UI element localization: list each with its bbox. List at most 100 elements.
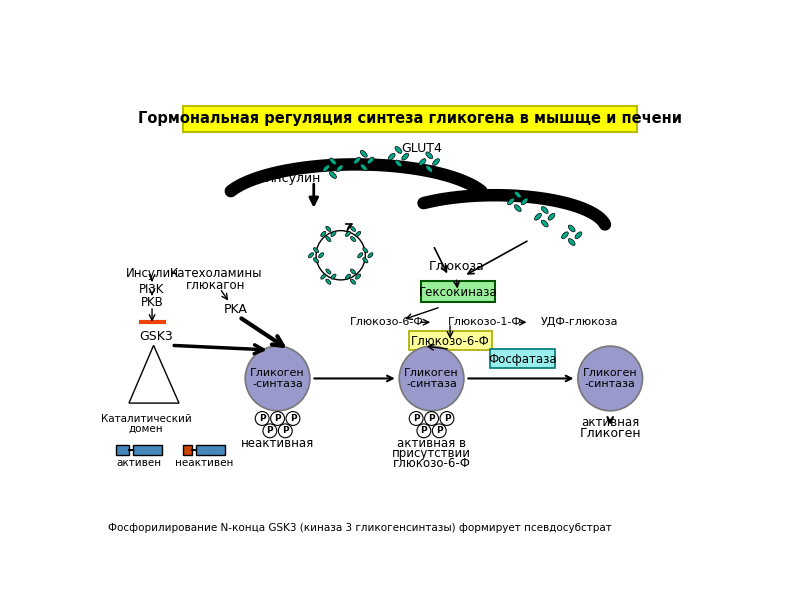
Ellipse shape bbox=[395, 146, 402, 154]
Ellipse shape bbox=[358, 253, 363, 258]
Text: GSK3: GSK3 bbox=[139, 329, 173, 343]
Circle shape bbox=[270, 412, 285, 425]
Ellipse shape bbox=[514, 205, 522, 212]
Text: PKB: PKB bbox=[141, 296, 163, 310]
Ellipse shape bbox=[426, 152, 433, 159]
Ellipse shape bbox=[350, 236, 355, 242]
Text: PI3K: PI3K bbox=[139, 283, 165, 296]
Ellipse shape bbox=[350, 226, 355, 232]
Ellipse shape bbox=[575, 232, 582, 239]
Ellipse shape bbox=[321, 274, 326, 279]
Ellipse shape bbox=[362, 258, 368, 263]
Ellipse shape bbox=[331, 274, 336, 279]
Text: Катехоламины: Катехоламины bbox=[170, 267, 262, 280]
Ellipse shape bbox=[388, 153, 395, 160]
Ellipse shape bbox=[542, 220, 548, 227]
Ellipse shape bbox=[336, 165, 343, 172]
Text: Гексокиназа: Гексокиназа bbox=[418, 286, 497, 299]
Text: Каталитический: Каталитический bbox=[101, 413, 191, 424]
Text: P: P bbox=[413, 414, 419, 423]
Text: неактивен: неактивен bbox=[175, 458, 234, 468]
Text: активен: активен bbox=[116, 458, 162, 468]
Text: P: P bbox=[436, 427, 442, 436]
Circle shape bbox=[246, 346, 310, 411]
Ellipse shape bbox=[326, 236, 331, 242]
Ellipse shape bbox=[534, 214, 542, 220]
Text: P: P bbox=[259, 414, 266, 423]
Ellipse shape bbox=[346, 274, 350, 279]
Text: присутствии: присутствии bbox=[392, 446, 471, 460]
Text: Гликоген: Гликоген bbox=[583, 368, 638, 378]
Text: Глюкозо-6-Ф: Глюкозо-6-Ф bbox=[350, 317, 424, 327]
Ellipse shape bbox=[355, 232, 361, 236]
Ellipse shape bbox=[321, 232, 326, 236]
FancyBboxPatch shape bbox=[116, 445, 129, 455]
Text: PKA: PKA bbox=[223, 302, 247, 316]
FancyBboxPatch shape bbox=[183, 445, 192, 455]
Ellipse shape bbox=[508, 198, 514, 205]
Ellipse shape bbox=[331, 232, 336, 236]
Ellipse shape bbox=[314, 258, 318, 263]
Ellipse shape bbox=[318, 253, 324, 258]
Text: Фосфорилирование N-конца GSK3 (киназа 3 гликогенсинтазы) формирует псевдосубстра: Фосфорилирование N-конца GSK3 (киназа 3 … bbox=[108, 523, 612, 533]
Text: Глюкоза: Глюкоза bbox=[428, 260, 484, 272]
Ellipse shape bbox=[350, 269, 355, 274]
FancyBboxPatch shape bbox=[133, 445, 162, 455]
Text: Гормональная регуляция синтеза гликогена в мышще и печени: Гормональная регуляция синтеза гликогена… bbox=[138, 112, 682, 127]
Text: P: P bbox=[274, 414, 281, 423]
Text: Гликоген: Гликоген bbox=[579, 427, 641, 440]
Ellipse shape bbox=[360, 164, 367, 171]
Text: P: P bbox=[421, 427, 427, 436]
Ellipse shape bbox=[362, 248, 368, 253]
FancyBboxPatch shape bbox=[490, 349, 554, 368]
Text: УДФ-глюкоза: УДФ-глюкоза bbox=[541, 317, 618, 327]
Ellipse shape bbox=[521, 198, 528, 205]
Text: Инсулин: Инсулин bbox=[126, 267, 178, 280]
Ellipse shape bbox=[326, 279, 331, 284]
Ellipse shape bbox=[402, 153, 409, 160]
Polygon shape bbox=[129, 346, 179, 403]
Text: -синтаза: -синтаза bbox=[406, 379, 457, 389]
Ellipse shape bbox=[330, 158, 337, 165]
Ellipse shape bbox=[368, 253, 373, 258]
Text: P: P bbox=[444, 414, 450, 423]
Circle shape bbox=[440, 412, 454, 425]
Ellipse shape bbox=[326, 269, 331, 274]
Text: Глюкозо-6-Ф: Глюкозо-6-Ф bbox=[410, 335, 490, 348]
Text: активная в: активная в bbox=[397, 437, 466, 449]
Text: неактивная: неактивная bbox=[241, 437, 314, 449]
Text: глюкозо-6-Ф: глюкозо-6-Ф bbox=[393, 457, 470, 470]
Ellipse shape bbox=[568, 239, 575, 245]
Text: Фосфатаза: Фосфатаза bbox=[488, 353, 557, 366]
Text: Инсулин: Инсулин bbox=[265, 172, 321, 185]
Ellipse shape bbox=[562, 232, 568, 239]
Circle shape bbox=[578, 346, 642, 411]
Text: Глюкозо-1-Ф: Глюкозо-1-Ф bbox=[448, 317, 522, 327]
Circle shape bbox=[255, 412, 269, 425]
Circle shape bbox=[425, 412, 438, 425]
Text: глюкагон: глюкагон bbox=[186, 279, 246, 292]
Ellipse shape bbox=[323, 165, 330, 172]
Circle shape bbox=[399, 346, 464, 411]
Text: P: P bbox=[428, 414, 435, 423]
Ellipse shape bbox=[395, 160, 402, 167]
Ellipse shape bbox=[346, 232, 350, 236]
Ellipse shape bbox=[514, 191, 522, 198]
Ellipse shape bbox=[419, 158, 426, 166]
Circle shape bbox=[432, 424, 446, 438]
Ellipse shape bbox=[568, 225, 575, 232]
Text: Гликоген: Гликоген bbox=[404, 368, 459, 378]
Ellipse shape bbox=[330, 172, 337, 178]
Ellipse shape bbox=[360, 151, 367, 157]
Circle shape bbox=[278, 424, 292, 438]
Text: -синтаза: -синтаза bbox=[252, 379, 303, 389]
FancyBboxPatch shape bbox=[421, 281, 495, 302]
Ellipse shape bbox=[314, 248, 318, 253]
Circle shape bbox=[263, 424, 277, 438]
Circle shape bbox=[286, 412, 300, 425]
Text: домен: домен bbox=[129, 424, 163, 434]
Ellipse shape bbox=[326, 226, 331, 232]
FancyBboxPatch shape bbox=[196, 445, 226, 455]
Ellipse shape bbox=[350, 279, 355, 284]
Ellipse shape bbox=[542, 206, 548, 214]
